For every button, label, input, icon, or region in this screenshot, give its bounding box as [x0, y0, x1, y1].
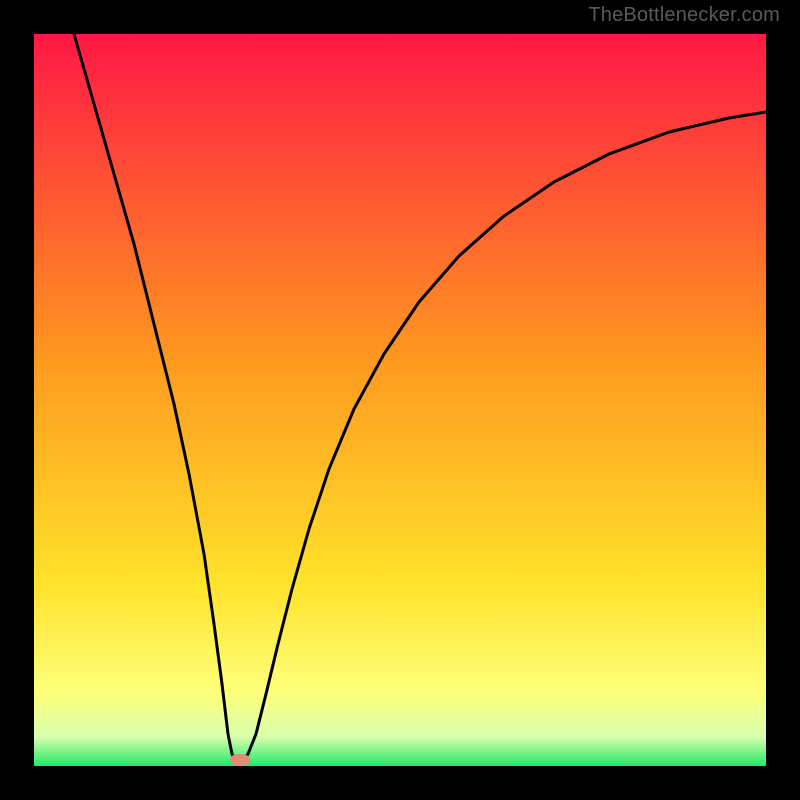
chart-frame: TheBottlenecker.com — [0, 0, 800, 800]
bottleneck-curve — [74, 34, 766, 761]
watermark-text: TheBottlenecker.com — [588, 4, 780, 27]
curve-svg — [34, 34, 766, 766]
plot-area — [34, 34, 766, 766]
minimum-marker — [230, 754, 250, 766]
